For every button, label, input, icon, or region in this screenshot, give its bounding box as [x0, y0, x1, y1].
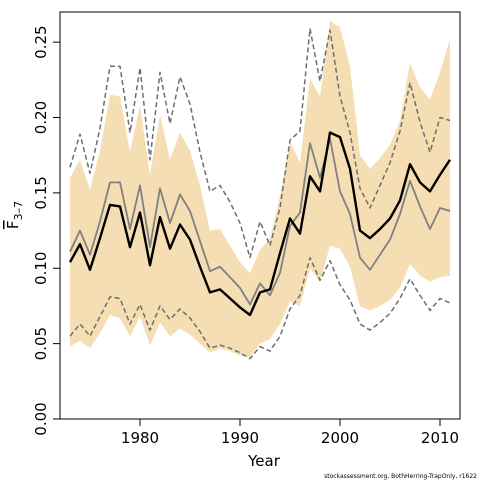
y-axis-title: F3–7	[4, 201, 25, 229]
secondary-upper-line	[69, 27, 451, 259]
x-tick-label: 1990	[221, 429, 259, 447]
plot-frame	[59, 11, 461, 420]
y-tick-label: 0.15	[32, 176, 50, 209]
y-tick-label: 0.20	[32, 101, 50, 134]
y-tick-label: 0.05	[32, 327, 50, 360]
y-axis-title-main: F	[4, 220, 22, 229]
secondary-lower-line	[69, 256, 451, 360]
x-tick-label: 1980	[121, 429, 159, 447]
y-tick-label: 0.00	[32, 402, 50, 435]
credit-text: stockassessment.org, BothHerring-TrapOnl…	[324, 473, 477, 480]
band-area	[70, 21, 450, 358]
y-tick-label: 0.25	[32, 25, 50, 58]
series-lines	[68, 27, 451, 360]
y-axis: 0.00 0.05 0.10 0.15 0.20 0.25	[32, 25, 60, 436]
y-axis-title-subscript: 3–7	[12, 201, 25, 221]
y-tick-label: 0.10	[32, 252, 50, 285]
secondary-estimate-line	[69, 137, 451, 306]
x-axis-title: Year	[247, 452, 281, 470]
x-tick-label: 2010	[421, 429, 459, 447]
confidence-band	[70, 21, 450, 358]
svg-text:F3–7: F3–7	[4, 201, 25, 229]
estimate-line	[68, 131, 451, 317]
x-axis: 1980 1990 2000 2010	[121, 419, 459, 447]
x-tick-label: 2000	[321, 429, 359, 447]
